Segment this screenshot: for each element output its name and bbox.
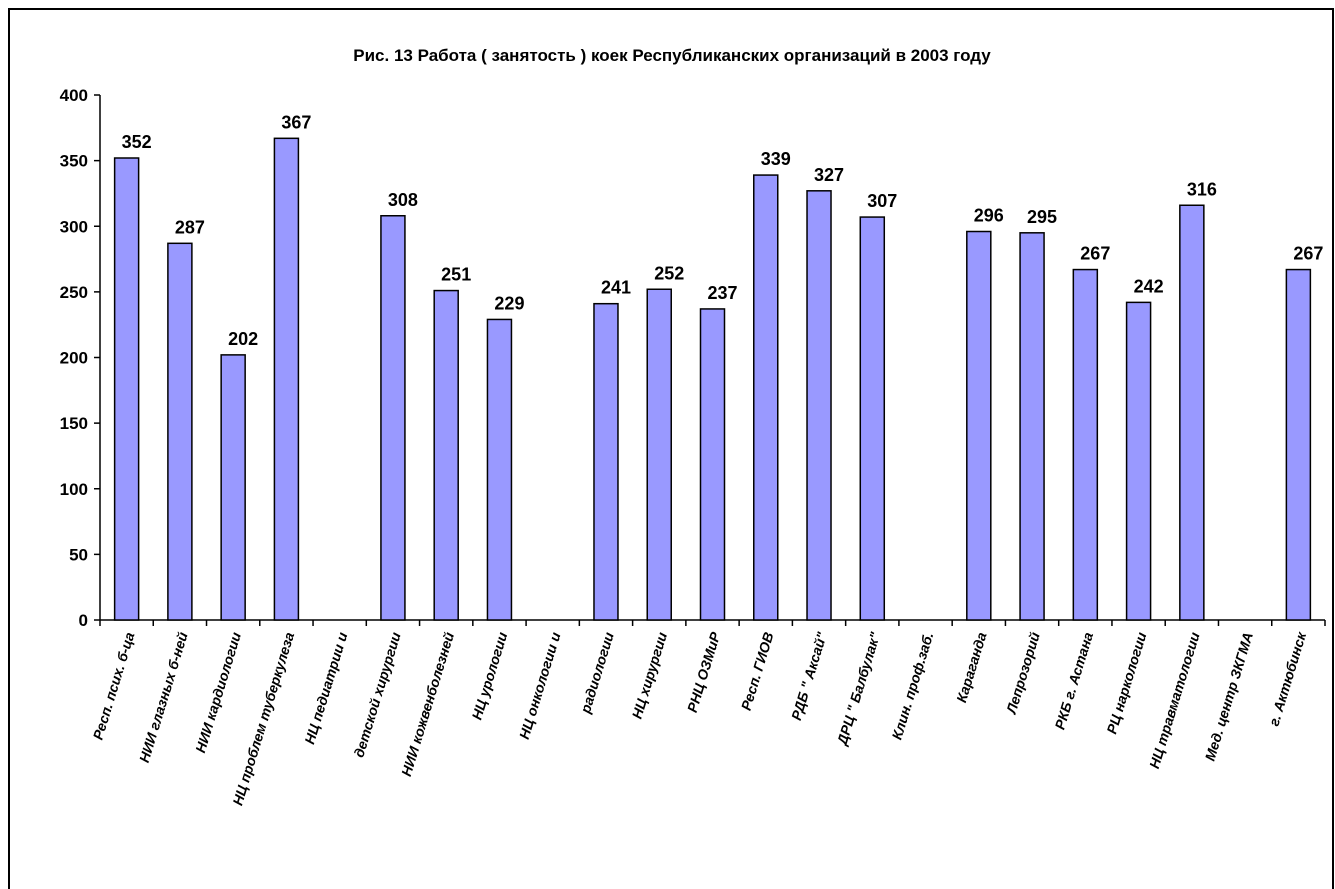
bar [1125,301,1152,621]
bar [167,242,193,621]
value-label: 202 [228,329,258,349]
y-tick-label: 250 [60,283,88,302]
value-label: 327 [814,165,844,185]
bar [593,302,619,621]
value-label: 267 [1080,244,1110,264]
bar [646,288,672,621]
y-tick-label: 50 [69,545,88,564]
y-tick-label: 200 [60,349,88,368]
bar [1019,232,1045,621]
value-label: 251 [441,265,471,285]
value-label: 229 [494,293,524,313]
value-label: 316 [1187,179,1217,199]
y-tick-label: 0 [79,611,88,630]
bar [753,174,779,621]
bar [859,216,886,621]
value-label: 307 [867,191,897,211]
value-label: 339 [761,149,791,169]
value-label: 241 [601,278,631,298]
bar [220,354,246,621]
y-tick-label: 150 [60,414,88,433]
y-tick-label: 100 [60,480,88,499]
bar [273,137,300,621]
bar [806,190,832,621]
value-label: 237 [707,283,737,303]
bar [699,308,726,621]
bar [1285,268,1312,621]
bar [433,289,459,621]
value-label: 296 [974,206,1004,226]
bar [966,230,992,621]
y-tick-label: 400 [60,86,88,105]
value-label: 367 [281,112,311,132]
value-label: 242 [1134,276,1164,296]
value-label: 287 [175,217,205,237]
y-tick-label: 350 [60,152,88,171]
y-tick-label: 300 [60,217,88,236]
bar [113,157,140,621]
bar [380,215,406,621]
bar [1179,204,1205,621]
bar [486,318,513,621]
value-label: 267 [1293,244,1323,264]
bar [1072,268,1099,621]
value-label: 295 [1027,207,1057,227]
value-label: 352 [122,132,152,152]
chart-title: Рис. 13 Работа ( занятость ) коек Респуб… [353,46,991,65]
value-label: 308 [388,190,418,210]
value-label: 252 [654,263,684,283]
